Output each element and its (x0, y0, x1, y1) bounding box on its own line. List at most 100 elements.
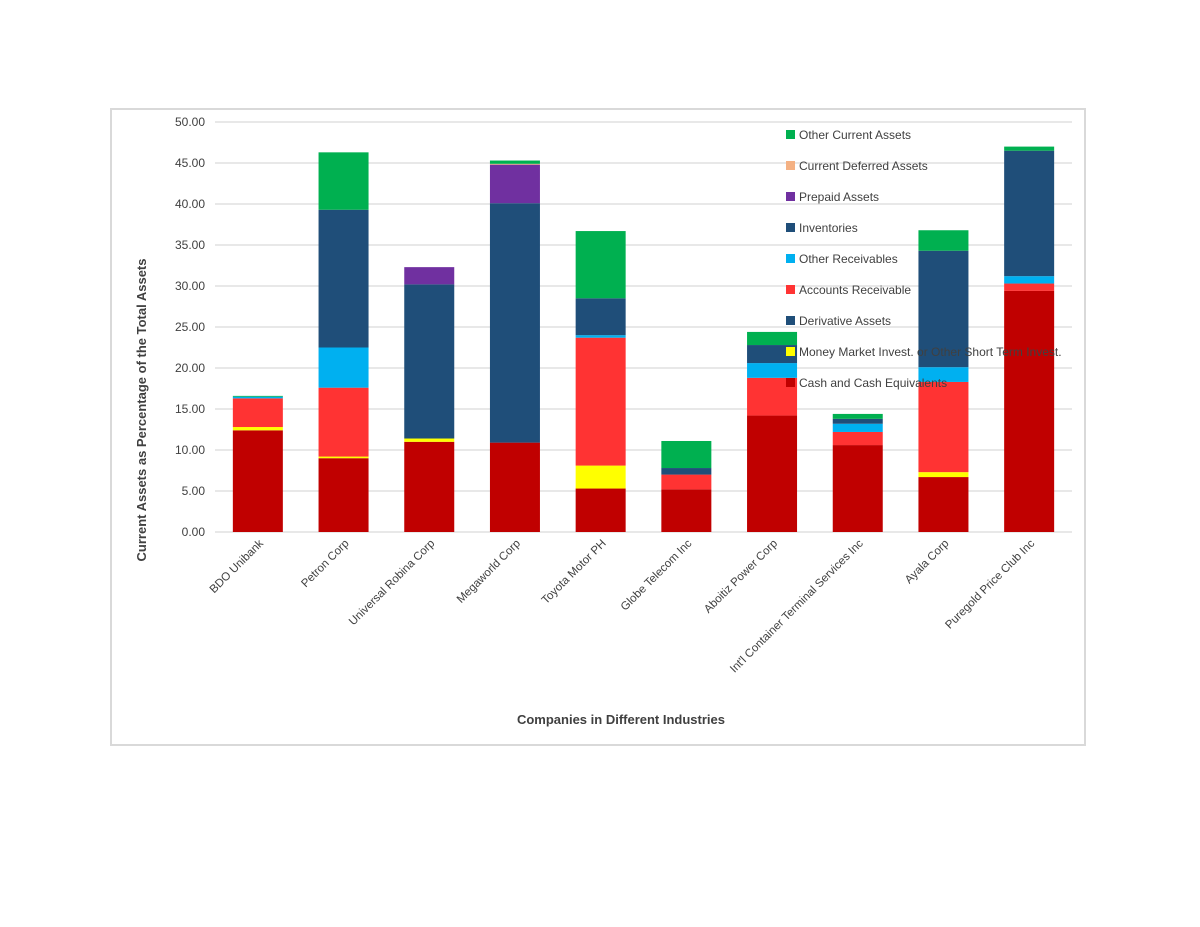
legend-swatch (786, 130, 795, 139)
legend-swatch (786, 161, 795, 170)
x-tick-label: Int'l Container Terminal Services Inc (728, 537, 866, 675)
bar-segment (832, 418, 883, 424)
legend-item: Prepaid Assets (786, 190, 879, 204)
bar-segment (489, 164, 540, 204)
legend-swatch (786, 378, 795, 387)
x-tick-label: BDO Unibank (208, 537, 266, 595)
bar-segment (1004, 150, 1055, 277)
bar-segment (318, 209, 369, 348)
y-tick-label: 40.00 (175, 197, 205, 211)
bar-segment (1004, 283, 1055, 291)
bar-segment (318, 347, 369, 388)
bar-segment (832, 423, 883, 432)
bar-segment (404, 441, 455, 532)
y-axis-ticks: 0.00 5.00 10.00 15.00 20.00 25.00 30.00 35.00 40… (175, 115, 205, 539)
bar-segment (747, 345, 798, 364)
legend-label: Prepaid Assets (799, 190, 879, 204)
legend-label: Derivative Assets (799, 314, 891, 328)
stacked-bar-chart: 0.00 5.00 10.00 15.00 20.00 25.00 30.00 35.00 40… (134, 115, 1072, 727)
bar-segment (575, 335, 626, 338)
legend-swatch (786, 254, 795, 263)
x-tick-label: Ayala Corp (903, 538, 952, 587)
bar-segment (575, 231, 626, 299)
bars (232, 146, 1055, 532)
bar-segment (1004, 290, 1055, 532)
x-tick-label: Puregold Price Club Inc (943, 537, 1037, 631)
legend: Other Current Assets Current Deferred Ass… (786, 128, 1062, 390)
y-tick-label: 0.00 (182, 525, 206, 539)
legend-item: Other Receivables (786, 252, 898, 266)
bar-segment (489, 442, 540, 532)
x-tick-label: Globe Telecom Inc (619, 537, 695, 613)
bar-segment (489, 160, 540, 164)
y-tick-label: 30.00 (175, 279, 205, 293)
bar-segment (832, 413, 883, 419)
legend-item: Accounts Receivable (786, 283, 911, 297)
legend-label: Cash and Cash Equivalents (799, 376, 947, 390)
bar-segment (318, 456, 369, 459)
y-tick-label: 50.00 (175, 115, 205, 129)
bar-segment (1004, 146, 1055, 151)
bar-segment (918, 250, 969, 368)
x-tick-label: Toyota Motor PH (540, 538, 609, 607)
bar-segment (404, 267, 455, 285)
chart-frame: 0.00 5.00 10.00 15.00 20.00 25.00 30.00 35.00 40… (110, 108, 1086, 746)
x-axis-title: Companies in Different Industries (517, 712, 725, 727)
bar-segment (747, 415, 798, 532)
bar-segment (575, 465, 626, 489)
bar-segment (318, 458, 369, 532)
bar-segment (661, 440, 712, 469)
bar-segment (832, 431, 883, 446)
bar-segment (918, 477, 969, 532)
bar-segment (661, 468, 712, 475)
bar-segment (404, 438, 455, 442)
x-tick-label: Aboitiz Power Corp (702, 538, 780, 616)
bar-segment (832, 445, 883, 532)
bar-segment (918, 381, 969, 473)
bar-segment (575, 298, 626, 336)
bar-segment (661, 474, 712, 490)
x-tick-label: Universal Robina Corp (347, 538, 437, 628)
legend-label: Current Deferred Assets (799, 159, 928, 173)
bar-segment (318, 387, 369, 457)
legend-item: Current Deferred Assets (786, 159, 928, 173)
y-tick-label: 35.00 (175, 238, 205, 252)
x-tick-label: Megaworld Corp (455, 538, 523, 606)
y-tick-label: 5.00 (182, 484, 206, 498)
y-axis-title: Current Assets as Percentage of the Tota… (134, 259, 149, 562)
legend-swatch (786, 316, 795, 325)
legend-item: Money Market Invest. or Other Short Term… (786, 345, 1062, 359)
bar-segment (489, 163, 540, 165)
bar-segment (661, 489, 712, 532)
bar-segment (575, 337, 626, 466)
bar-segment (232, 398, 283, 428)
legend-item: Inventories (786, 221, 858, 235)
y-tick-label: 15.00 (175, 402, 205, 416)
legend-item: Other Current Assets (786, 128, 911, 142)
bar-segment (489, 203, 540, 443)
bar-segment (747, 363, 798, 378)
y-tick-label: 25.00 (175, 320, 205, 334)
x-tick-label: Petron Corp (299, 538, 351, 590)
legend-label: Other Receivables (799, 252, 898, 266)
bar-segment (575, 488, 626, 532)
legend-label: Inventories (799, 221, 858, 235)
legend-label: Accounts Receivable (799, 283, 911, 297)
bar-segment (232, 427, 283, 431)
bar-segment (232, 395, 283, 397)
legend-swatch (786, 347, 795, 356)
y-tick-label: 10.00 (175, 443, 205, 457)
bar-segment (404, 284, 455, 439)
legend-swatch (786, 285, 795, 294)
legend-swatch (786, 192, 795, 201)
legend-item: Cash and Cash Equivalents (786, 376, 947, 390)
y-tick-label: 20.00 (175, 361, 205, 375)
bar-segment (918, 472, 969, 478)
bar-segment (747, 331, 798, 346)
bar-segment (318, 152, 369, 210)
bar-segment (918, 230, 969, 251)
legend-item: Derivative Assets (786, 314, 891, 328)
bar-segment (232, 396, 283, 399)
legend-swatch (786, 223, 795, 232)
